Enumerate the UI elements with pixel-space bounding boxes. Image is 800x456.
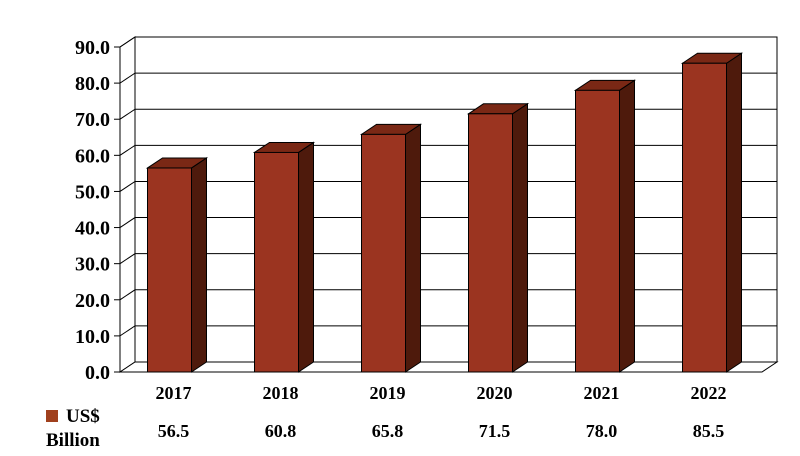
y-tick-label: 0.0	[85, 362, 110, 384]
bar-2018	[252, 141, 316, 373]
bar-2020	[466, 102, 530, 373]
x-tick-label: 2021	[584, 383, 620, 403]
gridline	[119, 289, 777, 301]
bar-side	[298, 141, 314, 373]
y-tick-label: 60.0	[75, 145, 110, 167]
x-tick-label: 2017	[156, 383, 192, 403]
legend: US$ Billion	[46, 406, 100, 451]
gridline	[119, 72, 777, 84]
gridline	[119, 144, 777, 156]
y-tick-label: 40.0	[75, 218, 110, 240]
gridline	[119, 108, 777, 120]
bar-side	[726, 52, 742, 373]
bar-front	[468, 113, 513, 373]
x-tick-label: 2020	[477, 383, 513, 403]
bar-side	[405, 123, 421, 373]
bar-2017	[145, 157, 209, 373]
bar-front	[254, 151, 299, 373]
y-tick-label: 80.0	[75, 73, 110, 95]
bar-2022	[680, 52, 744, 373]
y-tick-label: 30.0	[75, 254, 110, 276]
back-wall	[134, 36, 778, 363]
data-value-label: 60.8	[265, 421, 297, 441]
gridline	[119, 180, 777, 192]
y-tick-label: 50.0	[75, 181, 110, 203]
bar-2019	[359, 123, 423, 373]
data-value-label: 56.5	[158, 421, 190, 441]
bar-side	[619, 79, 635, 373]
y-tick-label: 90.0	[75, 37, 110, 59]
bar-front	[147, 167, 192, 373]
gridlines	[119, 36, 777, 337]
x-tick-label: 2018	[263, 383, 299, 403]
y-tick-label: 10.0	[75, 326, 110, 348]
plot-frame	[118, 36, 779, 373]
data-value-label: 65.8	[372, 421, 404, 441]
data-value-label: 85.5	[693, 421, 725, 441]
data-value-label: 71.5	[479, 421, 511, 441]
gridline	[119, 36, 777, 48]
y-axis-ticks: 0.0 10.0 20.0 30.0 40.0 50.0 60.0 70.0 80.0 90.0	[75, 37, 120, 384]
y-tick-label: 70.0	[75, 109, 110, 131]
x-tick-label: 2019	[370, 383, 406, 403]
bar-front	[361, 133, 406, 373]
bar-2021	[573, 79, 637, 373]
x-tick-label: 2022	[691, 383, 727, 403]
bar-side	[512, 102, 528, 373]
data-value-label: 78.0	[586, 421, 618, 441]
gridline	[119, 253, 777, 265]
gridline	[119, 325, 777, 337]
x-axis-labels: 2017 2018 2019 2020 2021 2022	[156, 383, 727, 403]
floor	[118, 361, 779, 373]
bar-front	[682, 62, 727, 373]
legend-label-line2: Billion	[46, 430, 100, 451]
data-table-values: 56.5 60.8 65.8 71.5 78.0 85.5	[158, 421, 725, 441]
y-tick-label: 20.0	[75, 290, 110, 312]
legend-marker	[46, 410, 58, 422]
bar-side	[191, 157, 207, 373]
gridline	[119, 217, 777, 228]
legend-label-line1: US$	[66, 406, 100, 427]
left-wall	[119, 36, 136, 373]
bar-front	[575, 89, 620, 373]
bars	[145, 52, 744, 373]
